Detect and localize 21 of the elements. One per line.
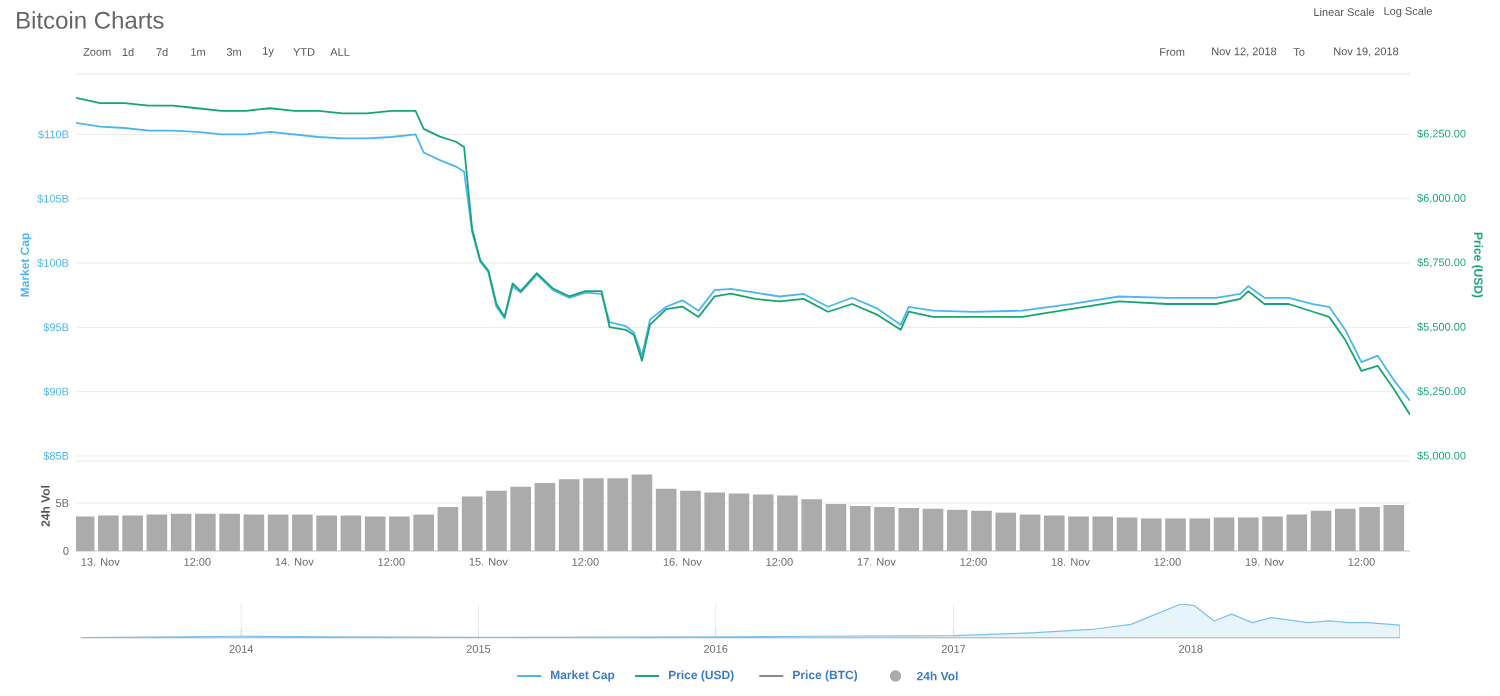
- bar: [76, 516, 95, 551]
- bar: [1019, 514, 1041, 551]
- bar: [364, 516, 386, 551]
- bar: [340, 515, 362, 551]
- bar: [170, 513, 192, 551]
- bar: [728, 493, 750, 551]
- bar: [437, 506, 459, 551]
- bar: [267, 514, 289, 551]
- bar: [631, 474, 653, 551]
- bar: [825, 504, 847, 551]
- bar: [461, 496, 483, 551]
- bar: [1383, 505, 1405, 551]
- bar: [1116, 517, 1138, 551]
- chart-title: Bitcoin Charts: [17, 11, 164, 29]
- bar: [1310, 510, 1332, 551]
- bar: [243, 514, 265, 551]
- bar: [146, 514, 168, 551]
- bar: [1213, 517, 1235, 551]
- bar: [558, 479, 580, 551]
- bar: [922, 508, 944, 551]
- bar: [534, 483, 556, 551]
